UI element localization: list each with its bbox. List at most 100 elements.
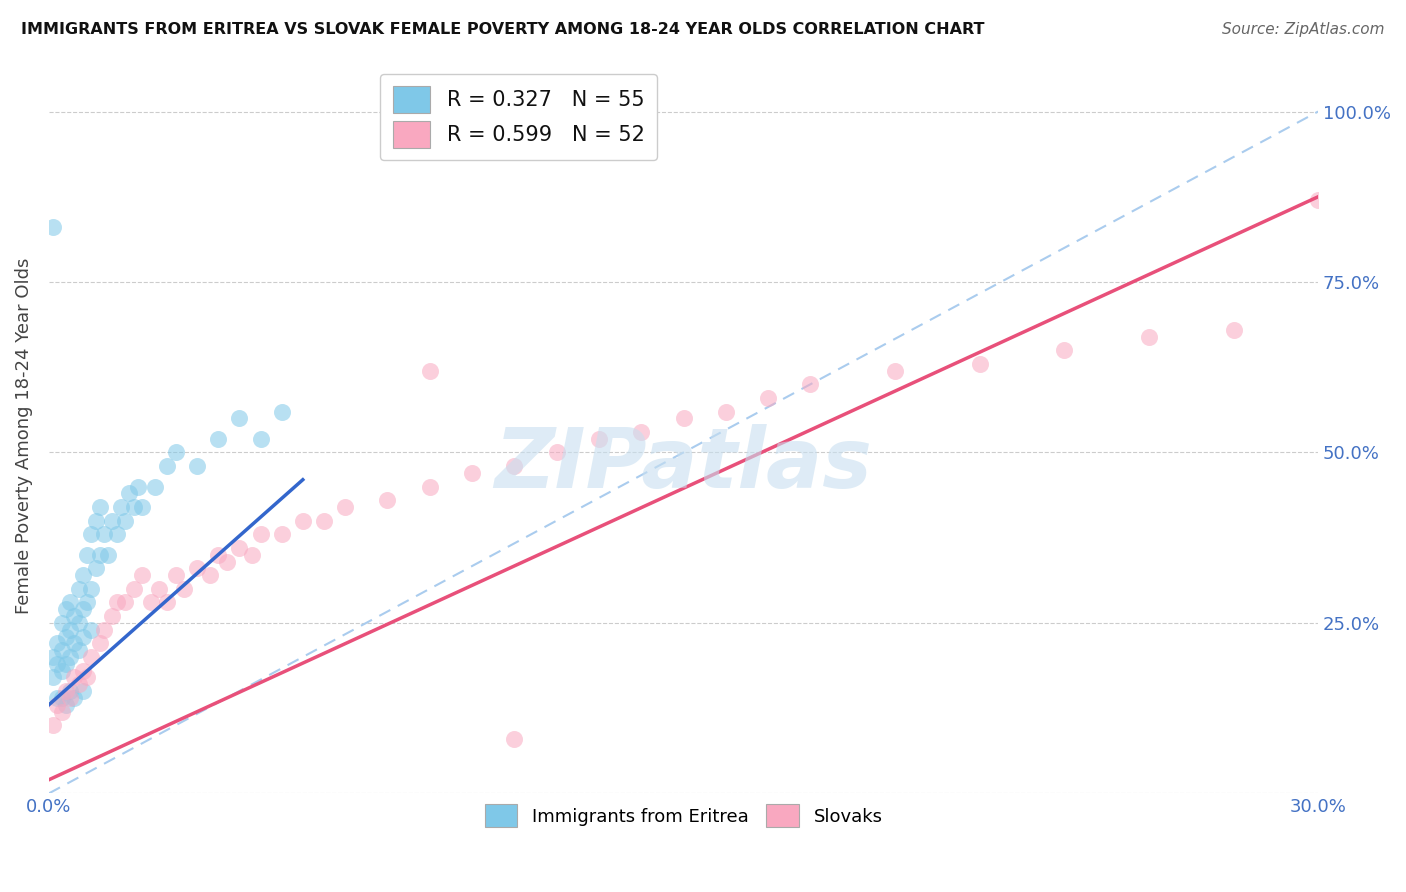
Point	[93, 527, 115, 541]
Point	[249, 527, 271, 541]
Point	[42, 670, 65, 684]
Point	[63, 609, 86, 624]
Point	[76, 670, 98, 684]
Point	[503, 731, 526, 746]
Point	[55, 698, 77, 712]
Point	[173, 582, 195, 596]
Point	[42, 650, 65, 665]
Point	[59, 595, 82, 609]
Text: ZIPatlas: ZIPatlas	[495, 424, 873, 505]
Point	[67, 582, 90, 596]
Point	[312, 514, 335, 528]
Point	[46, 657, 69, 671]
Point	[588, 432, 610, 446]
Point	[270, 404, 292, 418]
Point	[546, 445, 568, 459]
Point	[114, 514, 136, 528]
Point	[114, 595, 136, 609]
Point	[291, 514, 314, 528]
Point	[51, 705, 73, 719]
Point	[55, 684, 77, 698]
Point	[63, 670, 86, 684]
Point	[228, 411, 250, 425]
Point	[714, 404, 737, 418]
Point	[89, 548, 111, 562]
Point	[46, 690, 69, 705]
Point	[630, 425, 652, 439]
Y-axis label: Female Poverty Among 18-24 Year Olds: Female Poverty Among 18-24 Year Olds	[15, 257, 32, 614]
Point	[672, 411, 695, 425]
Point	[84, 514, 107, 528]
Point	[756, 391, 779, 405]
Point	[249, 432, 271, 446]
Point	[419, 479, 441, 493]
Point	[76, 548, 98, 562]
Point	[969, 357, 991, 371]
Point	[76, 595, 98, 609]
Point	[63, 636, 86, 650]
Point	[42, 718, 65, 732]
Point	[101, 514, 124, 528]
Point	[51, 643, 73, 657]
Point	[118, 486, 141, 500]
Point	[799, 377, 821, 392]
Point	[80, 527, 103, 541]
Point	[1053, 343, 1076, 358]
Point	[503, 459, 526, 474]
Point	[55, 602, 77, 616]
Point	[59, 684, 82, 698]
Point	[228, 541, 250, 555]
Point	[139, 595, 162, 609]
Point	[105, 527, 128, 541]
Point	[127, 479, 149, 493]
Point	[148, 582, 170, 596]
Point	[165, 445, 187, 459]
Point	[80, 650, 103, 665]
Point	[122, 500, 145, 514]
Point	[131, 500, 153, 514]
Point	[72, 630, 94, 644]
Point	[215, 555, 238, 569]
Point	[55, 630, 77, 644]
Point	[46, 698, 69, 712]
Point	[186, 561, 208, 575]
Point	[884, 363, 907, 377]
Point	[186, 459, 208, 474]
Point	[131, 568, 153, 582]
Point	[84, 561, 107, 575]
Point	[59, 623, 82, 637]
Point	[207, 432, 229, 446]
Point	[1137, 329, 1160, 343]
Point	[89, 500, 111, 514]
Point	[93, 623, 115, 637]
Point	[51, 690, 73, 705]
Point	[67, 615, 90, 630]
Point	[143, 479, 166, 493]
Point	[59, 690, 82, 705]
Point	[55, 657, 77, 671]
Point	[67, 677, 90, 691]
Point	[63, 690, 86, 705]
Text: Source: ZipAtlas.com: Source: ZipAtlas.com	[1222, 22, 1385, 37]
Point	[240, 548, 263, 562]
Point	[198, 568, 221, 582]
Point	[46, 636, 69, 650]
Point	[51, 664, 73, 678]
Point	[72, 602, 94, 616]
Text: IMMIGRANTS FROM ERITREA VS SLOVAK FEMALE POVERTY AMONG 18-24 YEAR OLDS CORRELATI: IMMIGRANTS FROM ERITREA VS SLOVAK FEMALE…	[21, 22, 984, 37]
Point	[101, 609, 124, 624]
Point	[1308, 193, 1330, 207]
Legend: Immigrants from Eritrea, Slovaks: Immigrants from Eritrea, Slovaks	[478, 797, 890, 834]
Point	[72, 684, 94, 698]
Point	[207, 548, 229, 562]
Point	[72, 664, 94, 678]
Point	[97, 548, 120, 562]
Point	[59, 650, 82, 665]
Point	[122, 582, 145, 596]
Point	[51, 615, 73, 630]
Point	[110, 500, 132, 514]
Point	[461, 466, 484, 480]
Point	[89, 636, 111, 650]
Point	[80, 623, 103, 637]
Point	[165, 568, 187, 582]
